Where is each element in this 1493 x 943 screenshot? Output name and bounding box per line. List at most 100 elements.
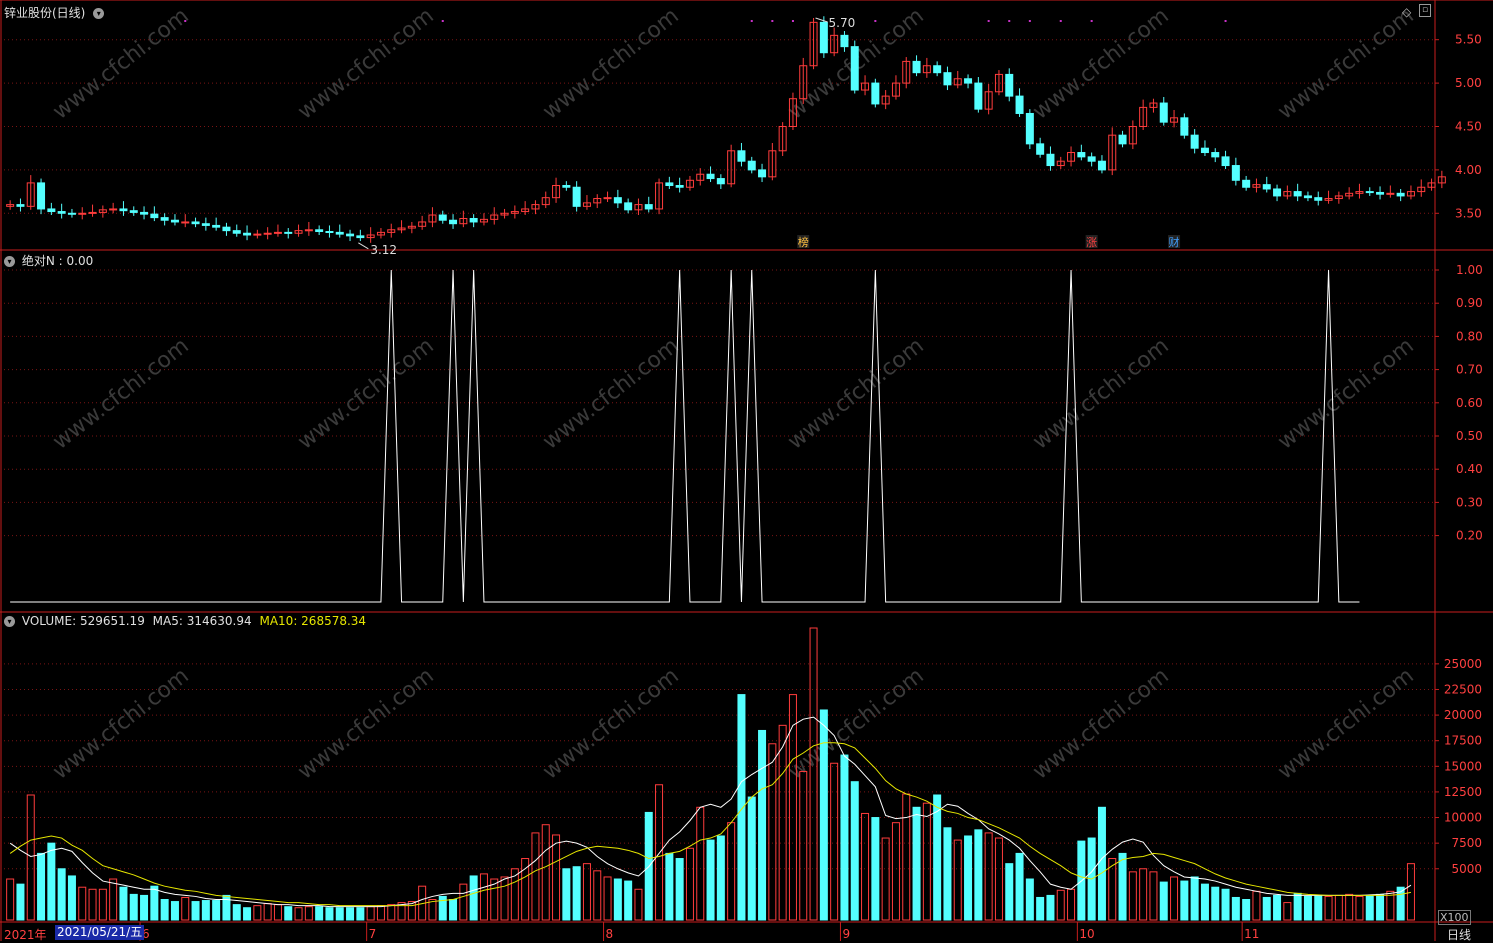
volume-bar — [284, 906, 293, 921]
volume-bar — [1097, 806, 1106, 921]
volume-bar — [881, 837, 890, 921]
candle-body — [479, 218, 488, 223]
candle-body — [593, 198, 602, 204]
price-panel-header: 锌业股份(日线) ▾ — [4, 4, 105, 21]
candle-body — [572, 186, 581, 207]
volume-bar — [1190, 876, 1199, 921]
volume-bar — [1046, 894, 1055, 921]
candle-body — [1386, 192, 1395, 195]
volume-bar — [191, 901, 200, 921]
candle-body — [552, 185, 561, 199]
candle-body — [953, 78, 962, 86]
candle-body — [438, 214, 447, 221]
volume-bar — [912, 806, 921, 921]
stock-title[interactable]: 锌业股份(日线) — [4, 6, 86, 20]
volume-bar — [304, 906, 313, 921]
volume-panel[interactable] — [6, 627, 1415, 921]
event-dot — [750, 20, 753, 22]
volume-bar — [737, 694, 746, 921]
indicator-tick-label: 0.60 — [1456, 396, 1483, 410]
volume-bar — [325, 907, 334, 921]
volume-bar — [933, 794, 942, 921]
candle-body — [778, 125, 787, 152]
volume-bar — [634, 888, 643, 921]
chevron-down-icon[interactable]: ▾ — [93, 8, 105, 19]
event-dot — [441, 20, 444, 22]
indicator-panel[interactable] — [10, 269, 1360, 603]
volume-bar — [861, 812, 870, 921]
candle-body — [788, 98, 797, 127]
indicator-tick-label: 0.40 — [1456, 462, 1483, 476]
indicator-tick-label: 0.80 — [1456, 329, 1483, 343]
volume-bar — [613, 878, 622, 921]
volume-bar — [552, 834, 561, 921]
watermark-text: www.cfchi.com — [538, 663, 683, 784]
volume-bar — [1365, 894, 1374, 921]
candle-body — [150, 213, 159, 219]
candle-body — [850, 46, 859, 91]
month-label: 7 — [369, 927, 377, 941]
candle-body — [1273, 188, 1282, 197]
volume-bar — [655, 784, 664, 921]
volume-tick-label: 12500 — [1444, 785, 1482, 799]
indicator-tick-label: 0.50 — [1456, 429, 1483, 443]
volume-bar — [346, 907, 355, 921]
volume-bar — [140, 894, 149, 921]
event-dot — [1224, 20, 1227, 22]
candle-body — [840, 34, 849, 48]
diamond-icon[interactable]: ◇ — [1402, 5, 1412, 19]
candle-body — [1025, 112, 1034, 145]
price-tick-label: 4.50 — [1455, 119, 1482, 133]
chevron-down-icon[interactable]: ▾ — [4, 256, 15, 267]
chevron-down-icon[interactable]: ▾ — [4, 616, 15, 627]
volume-bar — [840, 754, 849, 921]
candle-body — [1046, 153, 1055, 167]
candle-body — [201, 223, 210, 226]
candle-body — [222, 226, 231, 232]
candle-body — [407, 225, 416, 229]
watermark-text: www.cfchi.com — [1273, 333, 1418, 454]
volume-bar — [665, 852, 674, 921]
period-label[interactable]: 日线 — [1447, 928, 1472, 942]
candle-body — [98, 209, 107, 213]
candle-body — [459, 217, 468, 225]
volume-bar — [376, 905, 385, 921]
volume-bar — [1273, 894, 1282, 921]
volume-bar — [1262, 896, 1271, 921]
volume-bar — [170, 901, 179, 921]
restore-window-icon[interactable]: ▫ — [1419, 4, 1431, 17]
volume-tick-label: 10000 — [1444, 811, 1482, 825]
volume-bar — [603, 876, 612, 921]
year-label: 2021年 — [4, 928, 47, 942]
candle-body — [170, 219, 179, 223]
event-markers[interactable]: 榜涨财 — [797, 235, 1181, 249]
volume-sep: : — [72, 614, 80, 628]
volume-bar — [1314, 894, 1323, 921]
candle-body — [634, 204, 643, 211]
volume-bar — [479, 873, 488, 921]
watermark-text: www.cfchi.com — [538, 3, 683, 124]
candle-body — [902, 60, 911, 84]
price-tick-label: 4.00 — [1455, 163, 1482, 177]
volume-tick-label: 7500 — [1451, 836, 1482, 850]
candle-body — [1365, 191, 1374, 194]
volume-bar — [675, 858, 684, 921]
price-panel[interactable]: 5.70 3.12 — [6, 16, 1446, 257]
volume-bar — [562, 868, 571, 921]
volume-bar — [397, 902, 406, 921]
volume-bar — [253, 905, 262, 921]
volume-bar — [1324, 895, 1333, 921]
volume-bar — [57, 868, 66, 921]
volume-bar — [799, 770, 808, 921]
candle-body — [943, 72, 952, 86]
candle-body — [1015, 95, 1024, 114]
volume-bar — [201, 900, 210, 921]
ma5-sep: : — [178, 614, 187, 628]
candle-body — [881, 95, 890, 105]
volume-bar — [243, 907, 252, 921]
volume-bar — [1005, 863, 1014, 921]
volume-bar — [212, 900, 221, 921]
candle-body — [47, 208, 56, 213]
candle-body — [974, 82, 983, 110]
volume-bar — [407, 901, 416, 921]
